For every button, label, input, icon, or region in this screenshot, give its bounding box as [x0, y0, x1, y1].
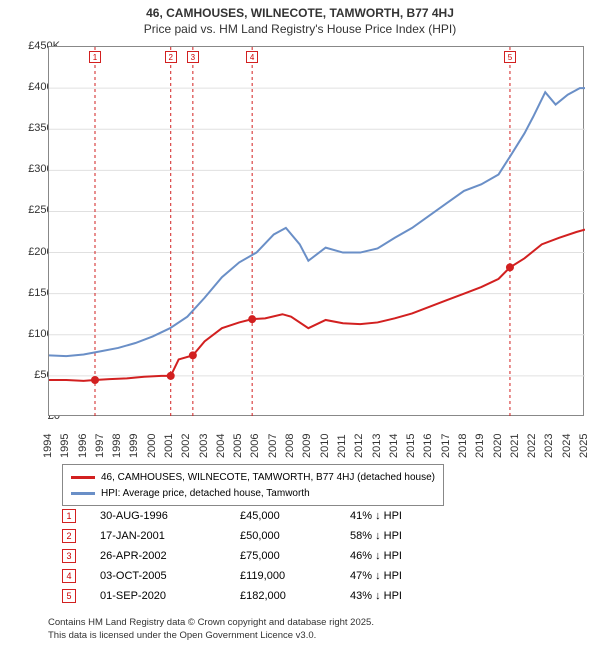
- x-tick-label: 2006: [249, 438, 261, 458]
- sale-row: 2 17-JAN-2001£50,00058% ↓ HPI: [62, 526, 450, 546]
- sale-row: 4 03-OCT-2005£119,00047% ↓ HPI: [62, 566, 450, 586]
- x-tick-label: 1999: [128, 438, 140, 458]
- x-tick-label: 2019: [474, 438, 486, 458]
- chart-title: 46, CAMHOUSES, WILNECOTE, TAMWORTH, B77 …: [0, 6, 600, 20]
- chart-area: 12345: [48, 46, 584, 416]
- x-tick-label: 1998: [111, 438, 123, 458]
- sale-date: 03-OCT-2005: [100, 570, 240, 582]
- sale-date: 17-JAN-2001: [100, 530, 240, 542]
- x-tick-label: 2012: [353, 438, 365, 458]
- sale-price: £182,000: [240, 590, 350, 602]
- x-tick-label: 2007: [267, 438, 279, 458]
- sale-row: 5 01-SEP-2020£182,00043% ↓ HPI: [62, 586, 450, 606]
- sale-index-box: 3: [62, 549, 76, 563]
- sale-hpi: 41% ↓ HPI: [350, 510, 450, 522]
- sale-index-box: 5: [62, 589, 76, 603]
- x-tick-label: 2022: [526, 438, 538, 458]
- x-tick-label: 2009: [301, 438, 313, 458]
- sale-price: £75,000: [240, 550, 350, 562]
- sale-marker-3: 3: [187, 51, 199, 63]
- x-tick-label: 2001: [163, 438, 175, 458]
- x-tick-label: 2002: [180, 438, 192, 458]
- chart-subtitle: Price paid vs. HM Land Registry's House …: [0, 22, 600, 36]
- sale-price: £50,000: [240, 530, 350, 542]
- legend-item: HPI: Average price, detached house, Tamw…: [71, 485, 435, 501]
- sale-marker-1: 1: [89, 51, 101, 63]
- legend: 46, CAMHOUSES, WILNECOTE, TAMWORTH, B77 …: [62, 464, 444, 506]
- sale-index-box: 2: [62, 529, 76, 543]
- sale-marker-4: 4: [246, 51, 258, 63]
- sale-marker-2: 2: [165, 51, 177, 63]
- sale-price: £119,000: [240, 570, 350, 582]
- sale-table: 1 30-AUG-1996£45,00041% ↓ HPI 2 17-JAN-2001…: [62, 506, 450, 606]
- x-tick-label: 2018: [457, 438, 469, 458]
- footer-text: Contains HM Land Registry data © Crown c…: [48, 617, 374, 642]
- x-tick-label: 2015: [405, 438, 417, 458]
- x-tick-label: 1996: [77, 438, 89, 458]
- sale-marker-5: 5: [504, 51, 516, 63]
- x-tick-label: 2017: [440, 438, 452, 458]
- x-tick-label: 1995: [59, 438, 71, 458]
- x-tick-label: 2004: [215, 438, 227, 458]
- footer-line: This data is licensed under the Open Gov…: [48, 630, 374, 642]
- x-tick-label: 2020: [492, 438, 504, 458]
- x-tick-label: 2011: [336, 438, 348, 458]
- x-tick-label: 2025: [578, 438, 590, 458]
- x-tick-label: 2010: [319, 438, 331, 458]
- x-tick-label: 2000: [146, 438, 158, 458]
- x-tick-label: 2005: [232, 438, 244, 458]
- legend-item: 46, CAMHOUSES, WILNECOTE, TAMWORTH, B77 …: [71, 469, 435, 485]
- x-tick-label: 2021: [509, 438, 521, 458]
- x-tick-label: 2013: [371, 438, 383, 458]
- sale-price: £45,000: [240, 510, 350, 522]
- sale-hpi: 47% ↓ HPI: [350, 570, 450, 582]
- sale-date: 30-AUG-1996: [100, 510, 240, 522]
- x-tick-label: 2008: [284, 438, 296, 458]
- x-tick-label: 2014: [388, 438, 400, 458]
- sale-row: 3 26-APR-2002£75,00046% ↓ HPI: [62, 546, 450, 566]
- footer-line: Contains HM Land Registry data © Crown c…: [48, 617, 374, 629]
- legend-label: HPI: Average price, detached house, Tamw…: [101, 488, 310, 499]
- legend-label: 46, CAMHOUSES, WILNECOTE, TAMWORTH, B77 …: [101, 472, 435, 483]
- x-tick-label: 1997: [94, 438, 106, 458]
- sale-index-box: 4: [62, 569, 76, 583]
- sale-date: 01-SEP-2020: [100, 590, 240, 602]
- sale-row: 1 30-AUG-1996£45,00041% ↓ HPI: [62, 506, 450, 526]
- sale-index-box: 1: [62, 509, 76, 523]
- x-tick-label: 2023: [543, 438, 555, 458]
- sale-date: 26-APR-2002: [100, 550, 240, 562]
- x-tick-label: 2003: [198, 438, 210, 458]
- x-tick-label: 1994: [42, 438, 54, 458]
- x-tick-label: 2024: [561, 438, 573, 458]
- sale-hpi: 46% ↓ HPI: [350, 550, 450, 562]
- x-tick-label: 2016: [422, 438, 434, 458]
- sale-hpi: 43% ↓ HPI: [350, 590, 450, 602]
- sale-hpi: 58% ↓ HPI: [350, 530, 450, 542]
